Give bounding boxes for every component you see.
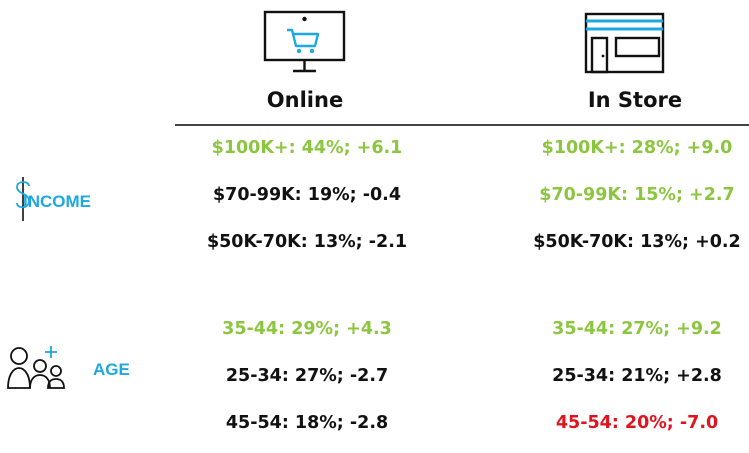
- people-add-icon: [6, 344, 68, 392]
- income-online-3: $50K-70K: 13%; -2.1: [206, 232, 408, 252]
- age-online-1: 35-44: 29%; +4.3: [222, 319, 392, 339]
- online-column-header: Online: [266, 88, 344, 112]
- income-online-2: $70-99K: 19%; -0.4: [212, 185, 402, 205]
- income-instore-1: $100K+: 28%; +9.0: [541, 138, 733, 158]
- income-label: INCOME: [23, 192, 91, 211]
- storefront-icon: [584, 12, 666, 74]
- age-instore-2: 25-34: 21%; +2.8: [552, 366, 722, 386]
- age-online-3: 45-54: 18%; -2.8: [225, 413, 389, 433]
- age-instore-1: 35-44: 27%; +9.2: [552, 319, 722, 339]
- header-divider: [175, 124, 749, 126]
- age-instore-3: 45-54: 20%; -7.0: [555, 413, 719, 433]
- income-online-1: $100K+: 44%; +6.1: [211, 138, 403, 158]
- income-instore-3: $50K-70K: 13%; +0.2: [533, 232, 741, 252]
- age-online-2: 25-34: 27%; -2.7: [225, 366, 389, 386]
- income-instore-2: $70-99K: 15%; +2.7: [539, 185, 735, 205]
- in-store-column-header: In Store: [587, 88, 683, 112]
- dollar-icon: [14, 176, 32, 222]
- computer-cart-icon: [263, 10, 347, 74]
- age-label: AGE: [93, 360, 130, 379]
